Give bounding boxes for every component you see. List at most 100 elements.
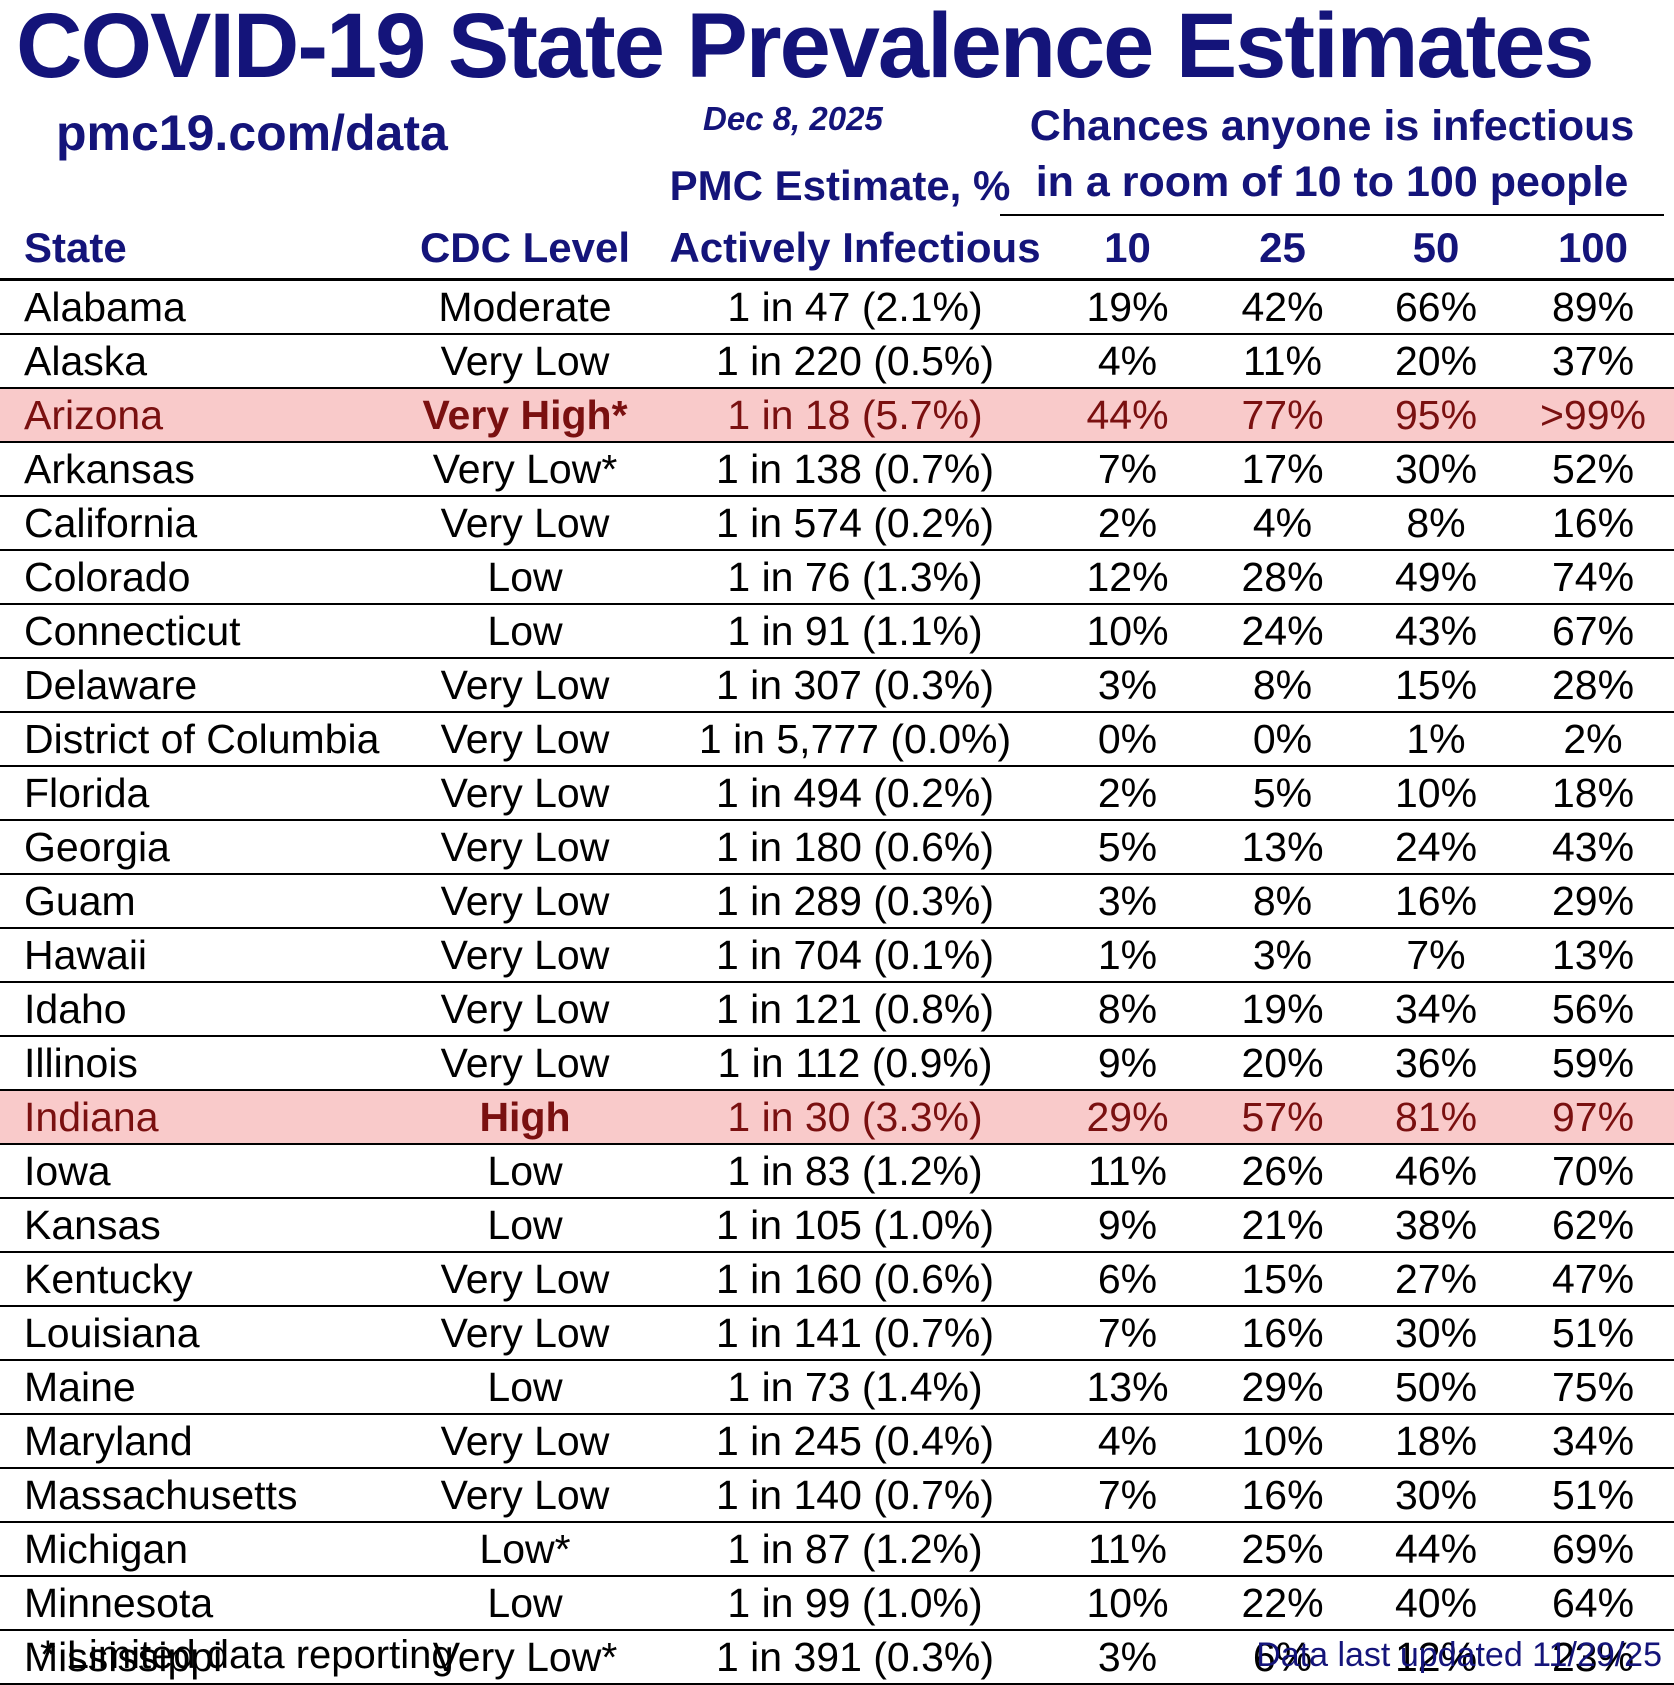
chance-100-cell: 89%	[1551, 283, 1635, 330]
estimate-cell: 1 in 140 (0.7%)	[715, 1471, 995, 1518]
state-cell: Connecticut	[24, 607, 241, 654]
chance-25-cell: 15%	[1241, 1255, 1324, 1302]
state-cell: Mississippi	[24, 1633, 223, 1680]
table-row: Guam Very Low 1 in 289 (0.3%) 3% 8% 16% …	[0, 874, 1674, 928]
chance-100-cell: 18%	[1551, 769, 1635, 816]
chance-50-cell: 8%	[1406, 499, 1466, 546]
cdc-level-cell: Very Low	[440, 1309, 610, 1356]
chance-50-cell: 30%	[1394, 1471, 1478, 1518]
cdc-level-cell: Low	[487, 1147, 563, 1194]
chance-50-cell: 40%	[1394, 1579, 1478, 1626]
chance-25-cell: 17%	[1241, 445, 1324, 492]
table-row: Alabama Moderate 1 in 47 (2.1%) 19% 42% …	[0, 280, 1674, 334]
chance-50-cell: 66%	[1394, 283, 1478, 330]
col-header-state: State	[0, 218, 390, 281]
estimate-cell: 1 in 18 (5.7%)	[727, 391, 983, 438]
chance-100-cell: 74%	[1551, 553, 1635, 600]
cdc-level-cell: Very Low*	[432, 1633, 618, 1680]
cdc-level-cell: Very Low	[440, 337, 610, 384]
chance-25-cell: 4%	[1252, 499, 1313, 546]
cdc-level-cell: Very Low	[440, 1255, 610, 1302]
estimate-cell: 1 in 76 (1.3%)	[727, 553, 983, 600]
chance-25-cell: 24%	[1241, 607, 1324, 654]
table-row: Kentucky Very Low 1 in 160 (0.6%) 6% 15%…	[0, 1252, 1674, 1306]
state-cell: Florida	[24, 769, 150, 816]
chance-10-cell: 44%	[1086, 391, 1169, 438]
state-cell: Arkansas	[24, 445, 195, 492]
chance-25-cell: 42%	[1241, 283, 1324, 330]
chance-100-cell: 23%	[1551, 1633, 1635, 1680]
chance-10-cell: 2%	[1097, 499, 1158, 546]
chance-25-cell: 29%	[1241, 1363, 1324, 1410]
col-header-room-50: 50	[1360, 218, 1512, 281]
chance-50-cell: 18%	[1394, 1417, 1478, 1464]
estimate-cell: 1 in 105 (1.0%)	[715, 1201, 995, 1248]
state-cell: Idaho	[24, 985, 127, 1032]
chance-10-cell: 3%	[1097, 1633, 1158, 1680]
table-row: Massachusetts Very Low 1 in 140 (0.7%) 7…	[0, 1468, 1674, 1522]
table-row: Delaware Very Low 1 in 307 (0.3%) 3% 8% …	[0, 658, 1674, 712]
estimate-cell: 1 in 47 (2.1%)	[727, 283, 983, 330]
chance-50-cell: 49%	[1394, 553, 1478, 600]
chance-100-cell: 70%	[1551, 1147, 1635, 1194]
chance-10-cell: 10%	[1086, 1579, 1169, 1626]
chance-25-cell: 16%	[1241, 1471, 1324, 1518]
chance-50-cell: 38%	[1394, 1201, 1478, 1248]
room-chance-header-line1: Chances anyone is infectious	[1029, 102, 1635, 150]
chance-100-cell: 52%	[1551, 445, 1635, 492]
table-row: Iowa Low 1 in 83 (1.2%) 11% 26% 46% 70%	[0, 1144, 1674, 1198]
state-cell: Delaware	[24, 661, 198, 708]
estimate-cell: 1 in 121 (0.8%)	[715, 985, 995, 1032]
chance-100-cell: 56%	[1551, 985, 1635, 1032]
estimate-cell: 1 in 5,777 (0.0%)	[698, 715, 1012, 762]
table-row: Florida Very Low 1 in 494 (0.2%) 2% 5% 1…	[0, 766, 1674, 820]
chance-100-cell: 16%	[1551, 499, 1635, 546]
chance-25-cell: 6%	[1252, 1633, 1313, 1680]
state-cell: Indiana	[24, 1093, 159, 1140]
chance-100-cell: 37%	[1551, 337, 1635, 384]
table-row: Arkansas Very Low* 1 in 138 (0.7%) 7% 17…	[0, 442, 1674, 496]
chance-25-cell: 19%	[1241, 985, 1324, 1032]
chance-50-cell: 1%	[1406, 715, 1466, 762]
chance-100-cell: 47%	[1551, 1255, 1635, 1302]
chance-25-cell: 13%	[1241, 823, 1324, 870]
chance-100-cell: 34%	[1551, 1417, 1635, 1464]
chance-25-cell: 28%	[1241, 553, 1324, 600]
chance-100-cell: >99%	[1539, 391, 1646, 438]
table-row: Arizona Very High* 1 in 18 (5.7%) 44% 77…	[0, 388, 1674, 442]
chance-100-cell: 2%	[1563, 715, 1623, 762]
chance-100-cell: 43%	[1551, 823, 1635, 870]
estimate-cell: 1 in 112 (0.9%)	[717, 1039, 993, 1086]
chance-50-cell: 81%	[1394, 1093, 1478, 1140]
cdc-level-cell: Very Low	[440, 769, 610, 816]
room-chance-header-line2: in a room of 10 to 100 people	[1000, 158, 1664, 216]
chance-25-cell: 5%	[1252, 769, 1313, 816]
state-cell: Minnesota	[24, 1579, 214, 1626]
estimate-cell: 1 in 245 (0.4%)	[715, 1417, 995, 1464]
table-row: Mississippi Very Low* 1 in 391 (0.3%) 3%…	[0, 1630, 1674, 1684]
report-date: Dec 8, 2025	[703, 100, 883, 137]
chance-10-cell: 7%	[1097, 445, 1158, 492]
table-row: Georgia Very Low 1 in 180 (0.6%) 5% 13% …	[0, 820, 1674, 874]
estimate-cell: 1 in 180 (0.6%)	[715, 823, 995, 870]
estimate-cell: 1 in 87 (1.2%)	[727, 1525, 983, 1572]
table-row: Kansas Low 1 in 105 (1.0%) 9% 21% 38% 62…	[0, 1198, 1674, 1252]
chance-50-cell: 44%	[1394, 1525, 1478, 1572]
state-cell: Louisiana	[24, 1309, 200, 1356]
chance-50-cell: 16%	[1394, 877, 1478, 924]
chance-10-cell: 10%	[1086, 607, 1169, 654]
chance-50-cell: 12%	[1394, 1633, 1478, 1680]
limited-data-footnote: * Limited data reporting	[40, 1633, 454, 1677]
cdc-level-cell: Very Low	[440, 1471, 610, 1518]
state-cell: Iowa	[24, 1147, 111, 1194]
prevalence-table: State CDC Level Actively Infectious 10 2…	[0, 218, 1674, 1685]
chance-10-cell: 9%	[1097, 1201, 1158, 1248]
estimate-cell: 1 in 220 (0.5%)	[715, 337, 995, 384]
estimate-cell: 1 in 30 (3.3%)	[727, 1093, 983, 1140]
cdc-level-cell: Moderate	[438, 283, 612, 330]
footer: * Limited data reporting Data last updat…	[0, 1626, 1674, 1685]
chance-10-cell: 1%	[1097, 931, 1158, 978]
chance-50-cell: 30%	[1394, 445, 1478, 492]
table-row: Maryland Very Low 1 in 245 (0.4%) 4% 10%…	[0, 1414, 1674, 1468]
